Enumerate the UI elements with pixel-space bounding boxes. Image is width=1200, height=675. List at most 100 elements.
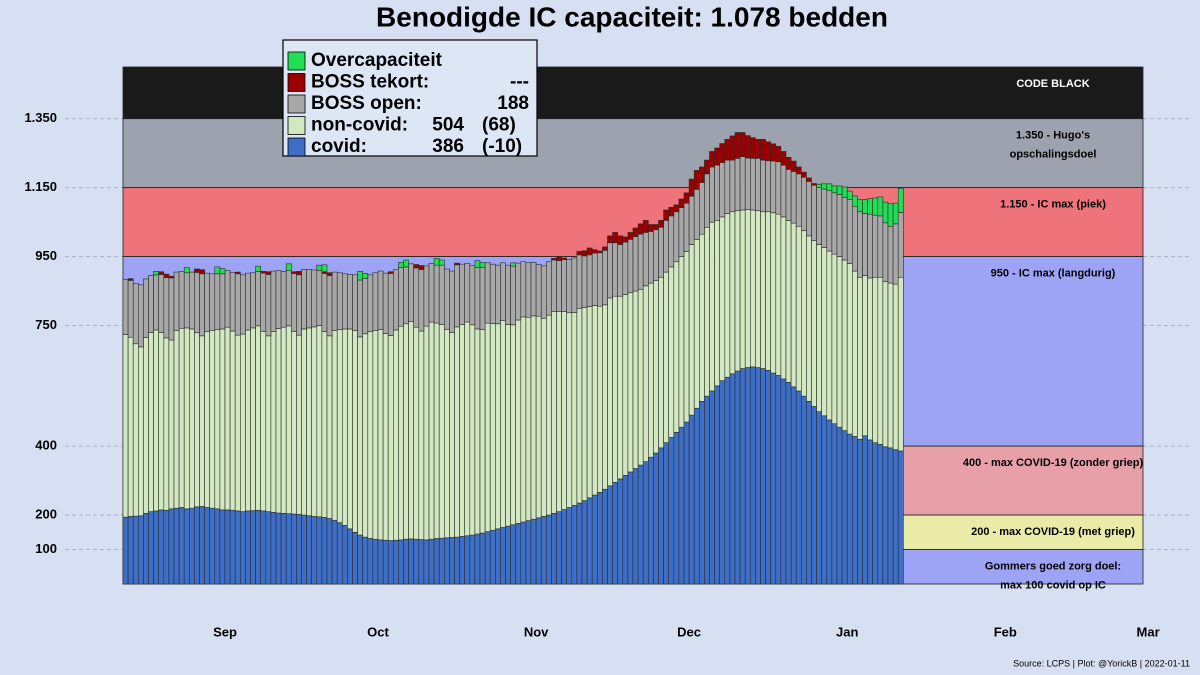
chart-title: Benodigde IC capaciteit: 1.078 bedden (376, 1, 888, 32)
bar-segment (362, 273, 369, 279)
bar-segment (795, 173, 802, 227)
bar-segment (240, 274, 246, 335)
bar-segment (698, 233, 705, 402)
bar-segment (250, 327, 256, 511)
bar-segment (341, 525, 348, 585)
bar-segment (168, 277, 175, 341)
bar-segment (790, 171, 797, 224)
bar-segment (627, 292, 634, 473)
bar-segment (877, 215, 884, 278)
bar-segment (607, 485, 613, 585)
bar-segment (515, 523, 522, 585)
bar-segment (653, 229, 659, 281)
bar-segment (311, 269, 318, 328)
bar-segment (545, 514, 552, 585)
bar-segment (841, 430, 848, 585)
bar-segment (714, 164, 720, 221)
bar-segment (551, 259, 557, 313)
bar-segment (678, 426, 685, 585)
bar-segment (780, 216, 787, 380)
bar-segment (744, 135, 751, 159)
bar-segment (433, 264, 440, 324)
bar-segment (290, 271, 297, 274)
bar-segment (377, 539, 384, 585)
bar-segment (260, 272, 267, 333)
bar-segment (790, 222, 797, 388)
bar-segment (790, 160, 797, 172)
bar-segment (199, 506, 205, 585)
bar-segment (826, 190, 833, 252)
bar-segment (821, 415, 828, 585)
bar-segment (545, 261, 552, 316)
bar-segment (887, 203, 894, 227)
bar-segment (637, 289, 644, 466)
bar-segment (729, 373, 736, 585)
bar-segment (724, 139, 731, 161)
bar-segment (189, 507, 195, 585)
bar-segment (617, 244, 624, 297)
bar-segment (877, 196, 884, 217)
bar-segment (454, 262, 460, 266)
bar-segment (367, 274, 374, 333)
bar-segment (403, 538, 409, 585)
bar-segment (229, 272, 236, 332)
bar-segment (341, 328, 348, 526)
bar-segment (586, 497, 593, 585)
bar-segment (872, 442, 879, 585)
bar-segment (765, 160, 771, 213)
x-tick-label: Dec (677, 624, 701, 639)
bar-segment (178, 507, 185, 585)
bar-segment (729, 135, 736, 161)
bar-segment (245, 510, 251, 585)
bar-segment (749, 158, 756, 211)
band-label: 950 - IC max (langdurig) (991, 267, 1116, 279)
bar-segment (688, 178, 695, 197)
bar-segment (403, 266, 409, 325)
bar-segment (489, 529, 496, 585)
bar-segment (387, 540, 394, 585)
bar-segment (749, 137, 756, 159)
bar-segment (290, 331, 297, 515)
bar-segment (724, 213, 731, 378)
bar-segment (862, 435, 868, 585)
bar-segment (887, 447, 894, 585)
bar-segment (199, 269, 205, 275)
bar-segment (362, 536, 369, 585)
bar-segment (561, 509, 567, 585)
bar-segment (673, 432, 680, 585)
bar-segment (724, 159, 731, 214)
legend-value: --- (510, 72, 529, 93)
bar-segment (357, 336, 364, 536)
bar-segment (841, 259, 848, 431)
bar-segment (698, 401, 705, 585)
bar-segment (663, 209, 669, 221)
bar-segment (347, 274, 353, 330)
bar-segment (362, 278, 369, 335)
bar-segment (693, 170, 700, 190)
bar-segment (637, 464, 644, 585)
bar-segment (714, 385, 720, 585)
legend-label: BOSS tekort: (311, 72, 429, 93)
bar-segment (872, 276, 879, 443)
bar-segment (780, 151, 787, 166)
bar-segment (602, 304, 608, 490)
bar-segment (755, 139, 761, 159)
bar-segment (882, 281, 889, 448)
bar-segment (821, 183, 828, 190)
bar-segment (214, 273, 221, 330)
bar-segment (204, 272, 211, 333)
legend-box (282, 39, 538, 157)
bar-segment (637, 233, 644, 290)
bar-segment (556, 511, 562, 585)
bar-segment (760, 139, 766, 161)
bar-segment (668, 266, 675, 438)
bar-segment (183, 272, 190, 329)
y-tick-label: 950 (35, 248, 57, 263)
bar-segment (596, 305, 603, 493)
bar-segment (668, 215, 675, 268)
bar-segment (474, 328, 481, 535)
bar-segment (556, 256, 562, 262)
bar-segment (280, 326, 287, 514)
bar-segment (505, 324, 511, 527)
bar-segment (270, 512, 277, 585)
